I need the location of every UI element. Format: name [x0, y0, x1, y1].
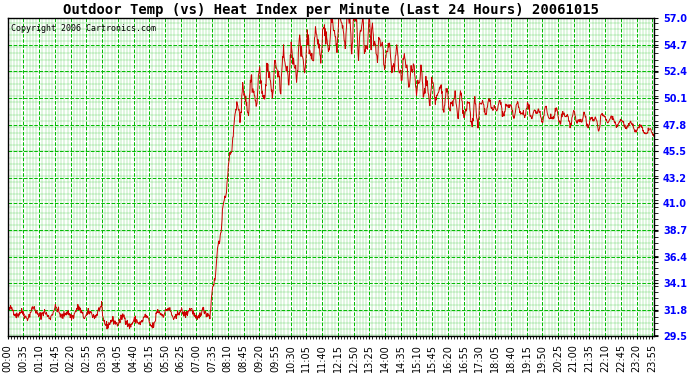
Title: Outdoor Temp (vs) Heat Index per Minute (Last 24 Hours) 20061015: Outdoor Temp (vs) Heat Index per Minute …	[63, 3, 599, 17]
Text: Copyright 2006 Cartronics.com: Copyright 2006 Cartronics.com	[11, 24, 156, 33]
